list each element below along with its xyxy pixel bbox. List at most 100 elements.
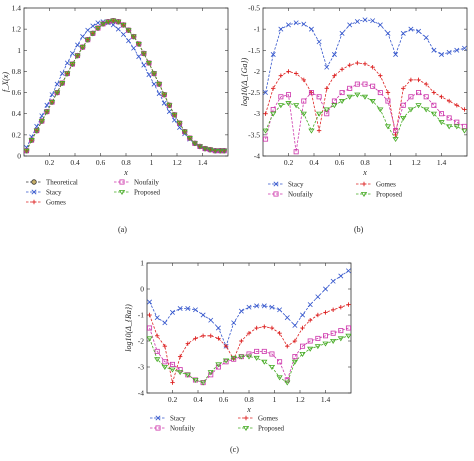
data-point bbox=[246, 304, 252, 310]
data-point bbox=[54, 81, 60, 87]
data-point bbox=[270, 111, 277, 117]
data-point bbox=[308, 90, 314, 96]
legend-item: Noufaily bbox=[150, 425, 195, 433]
x-tick-label: 0.8 bbox=[360, 158, 370, 167]
data-point bbox=[39, 113, 45, 119]
x-tick-label: 1.4 bbox=[437, 158, 447, 167]
data-point bbox=[135, 41, 142, 47]
data-point bbox=[177, 354, 183, 359]
data-point bbox=[330, 330, 336, 336]
data-point bbox=[338, 273, 344, 279]
legend-marker bbox=[31, 199, 37, 205]
legend-item: Proposed bbox=[238, 425, 285, 433]
data-point bbox=[323, 107, 330, 113]
legend-item: Stacy bbox=[26, 189, 62, 197]
data-point bbox=[278, 73, 284, 78]
data-point bbox=[261, 359, 268, 365]
legend-item: Proposed bbox=[114, 189, 161, 197]
data-point bbox=[423, 94, 429, 100]
data-point bbox=[400, 102, 406, 108]
data-point bbox=[192, 307, 198, 313]
data-point bbox=[269, 304, 275, 310]
data-point bbox=[385, 90, 391, 95]
data-point bbox=[285, 344, 290, 349]
data-point bbox=[147, 336, 153, 342]
data-point bbox=[301, 77, 306, 83]
data-point bbox=[370, 18, 376, 24]
series-noufaily bbox=[147, 325, 351, 386]
data-point bbox=[263, 90, 269, 96]
data-point bbox=[285, 92, 291, 98]
data-point bbox=[408, 26, 414, 32]
data-point bbox=[177, 370, 184, 376]
data-point bbox=[200, 312, 206, 318]
data-point bbox=[277, 103, 284, 109]
data-point bbox=[169, 367, 176, 373]
data-point bbox=[339, 30, 345, 36]
data-point bbox=[454, 103, 459, 108]
data-point bbox=[199, 380, 207, 386]
data-point bbox=[110, 22, 116, 28]
data-point bbox=[177, 124, 183, 130]
data-point bbox=[314, 344, 321, 350]
data-point bbox=[231, 320, 237, 326]
data-point bbox=[446, 115, 452, 121]
data-point bbox=[105, 19, 112, 25]
y-axis-label: log10(Δ_{Ga}) bbox=[240, 57, 249, 106]
data-point bbox=[323, 310, 328, 315]
series-line bbox=[26, 21, 225, 152]
y-axis-label: log10(Δ_{Ra}) bbox=[124, 304, 133, 352]
data-point bbox=[263, 136, 269, 142]
data-point bbox=[300, 111, 307, 117]
data-point bbox=[370, 65, 375, 70]
data-point bbox=[162, 344, 168, 349]
data-point bbox=[99, 21, 107, 27]
y-tick-label: -4 bbox=[138, 389, 144, 398]
series-line bbox=[265, 83, 465, 152]
y-tick-label: -4 bbox=[254, 152, 260, 161]
data-point bbox=[439, 94, 444, 99]
legend-label: Gomes bbox=[46, 199, 66, 207]
data-point bbox=[315, 111, 323, 117]
data-point bbox=[221, 148, 228, 154]
data-point bbox=[161, 92, 168, 98]
data-point bbox=[48, 100, 56, 106]
data-point bbox=[154, 357, 161, 363]
data-point bbox=[277, 307, 283, 313]
data-point bbox=[120, 22, 127, 28]
x-tick-label: 1 bbox=[150, 158, 154, 167]
series-line bbox=[265, 94, 465, 141]
y-tick-label: 1.4 bbox=[12, 4, 22, 13]
chart-panel-b: 0.2 0.4 0.6 0.8 1 1.2 1.4 -0.5 -1 -1.5 -2 -2.5 -3 -3.… bbox=[240, 4, 468, 199]
data-point bbox=[301, 98, 307, 104]
data-point bbox=[369, 99, 376, 104]
data-point bbox=[89, 31, 96, 37]
data-point bbox=[150, 71, 158, 77]
x-axis-label: x bbox=[362, 168, 367, 177]
data-point bbox=[300, 343, 306, 349]
data-point bbox=[33, 128, 40, 134]
data-point bbox=[293, 103, 300, 109]
data-point bbox=[407, 107, 415, 113]
data-point bbox=[392, 137, 399, 143]
data-point bbox=[217, 148, 224, 154]
data-point bbox=[454, 119, 460, 125]
series-stacy bbox=[263, 17, 467, 96]
data-point bbox=[393, 132, 398, 138]
data-point bbox=[262, 324, 267, 329]
data-point bbox=[431, 90, 437, 95]
data-point bbox=[254, 325, 259, 331]
data-point bbox=[377, 107, 384, 113]
legend-label: Proposed bbox=[134, 189, 161, 197]
data-point bbox=[315, 294, 321, 300]
legend-marker bbox=[360, 191, 368, 197]
data-point bbox=[141, 62, 147, 68]
y-tick-label: -1 bbox=[254, 25, 260, 34]
data-point bbox=[200, 333, 206, 338]
data-point bbox=[192, 377, 199, 383]
data-point bbox=[316, 39, 322, 45]
series-proposed bbox=[147, 333, 351, 386]
data-point bbox=[263, 111, 268, 116]
data-point bbox=[270, 106, 276, 112]
data-point bbox=[263, 128, 269, 134]
